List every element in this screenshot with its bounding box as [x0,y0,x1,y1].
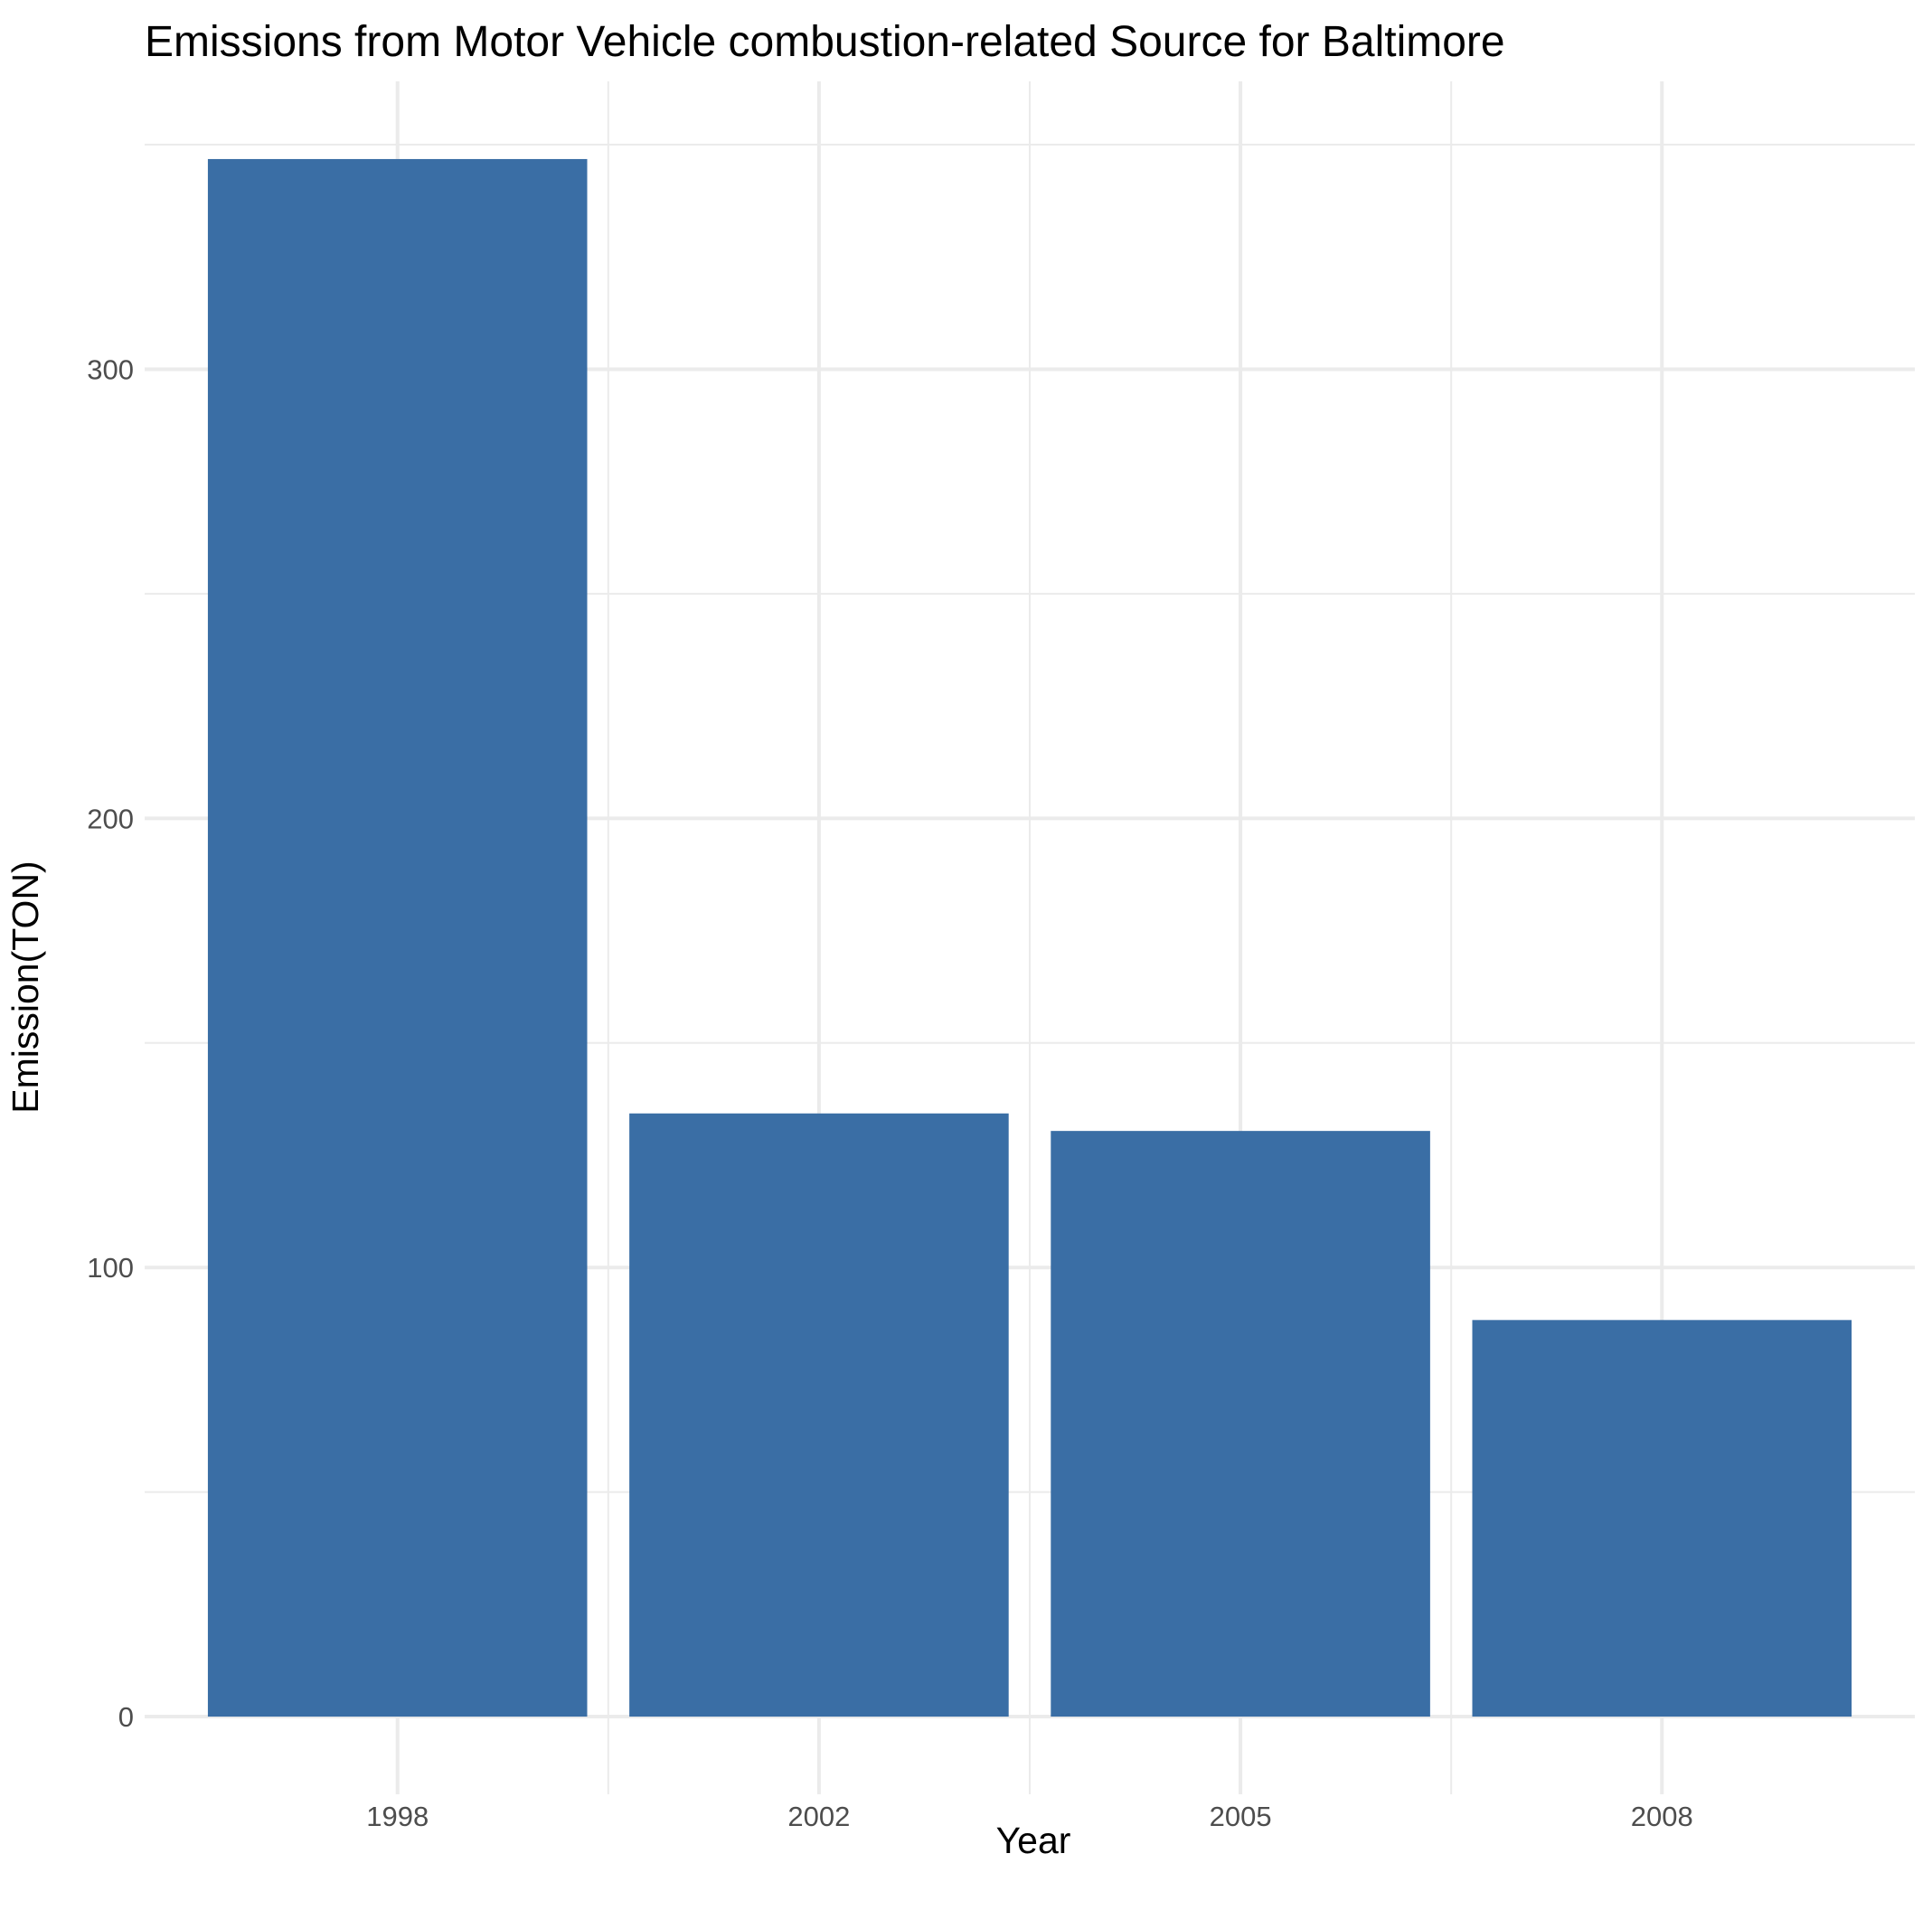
y-tick-label: 0 [118,1701,134,1733]
y-tick-label: 100 [87,1252,134,1284]
x-tick-label: 2005 [1210,1801,1272,1832]
bar-1998 [207,158,588,1717]
x-tick-label: 1998 [366,1801,429,1832]
bar-2005 [1051,1131,1430,1717]
y-tick-label: 200 [87,803,134,834]
y-tick-label: 300 [87,353,134,385]
bar-2008 [1472,1320,1852,1717]
bar-2002 [629,1113,1009,1717]
x-axis-title: Year [996,1820,1071,1861]
x-axis-ticks: 1998 2002 2005 2008 [366,1801,1693,1832]
x-tick-label: 2002 [787,1801,850,1832]
y-axis-title: Emission(TON) [5,861,46,1113]
x-tick-label: 2008 [1631,1801,1693,1832]
bars [207,158,1852,1717]
y-axis-ticks: 0 100 200 300 [87,353,134,1733]
chart-title: Emissions from Motor Vehicle combustion-… [145,18,1505,66]
